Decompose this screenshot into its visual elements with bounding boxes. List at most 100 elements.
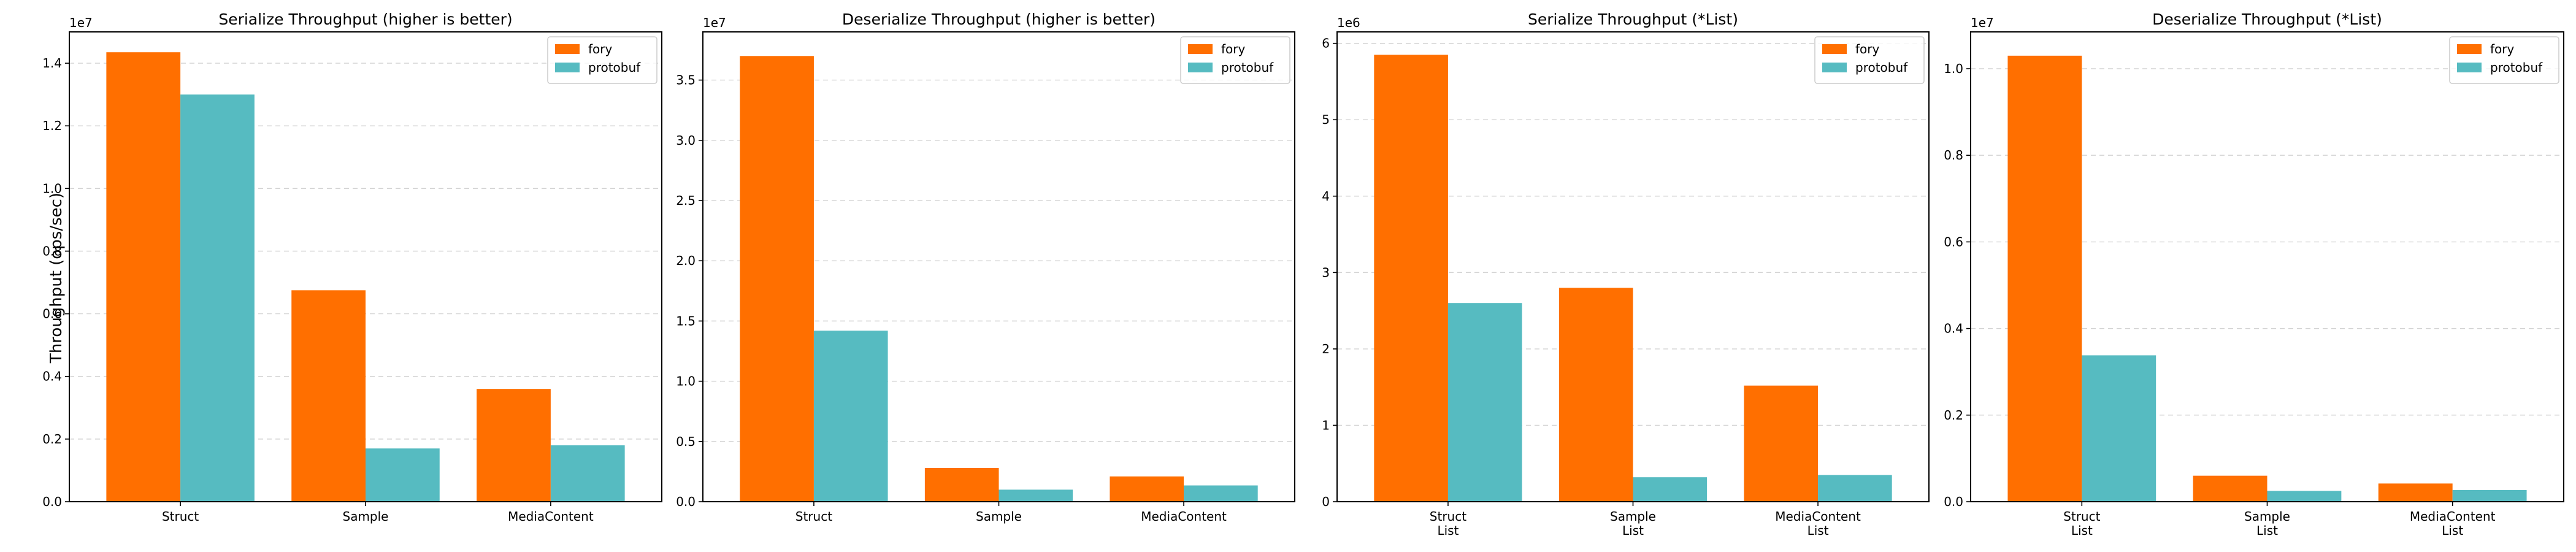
x-tick-label: Sample List [2244,509,2290,538]
bar-fory [1744,385,1819,502]
bar-protobuf [1184,485,1258,502]
y-tick-label: 1.2 [42,118,62,133]
legend-label-fory: fory [1855,42,1880,56]
bar-fory [291,290,366,502]
bar-protobuf [813,331,888,502]
chart-title: Serialize Throughput (higher is better) [218,10,512,28]
x-tick-label: Sample List [1610,509,1656,538]
legend-swatch-protobuf [1188,63,1213,72]
legend-label-fory: fory [1221,42,1246,56]
legend-swatch-protobuf [555,63,580,72]
axes-frame [69,31,662,502]
y-tick-label: 0.0 [42,494,62,509]
legend-swatch-fory [1822,44,1847,54]
bar-fory [1110,476,1184,502]
y-tick-label: 0.5 [676,434,696,449]
chart-title: Deserialize Throughput (higher is better… [842,10,1156,28]
x-tick-label-line: Struct [162,509,199,524]
axes-frame [702,31,1295,502]
bar-protobuf [550,445,625,502]
chart-panel-1: Struct Sample MediaContent 0.0 0.2 0.4 0.6 0.8 1… [42,10,662,524]
legend: fory protobuf [2449,36,2559,84]
bar-protobuf [1818,475,1892,502]
y-tick-label: 0.4 [1944,321,1963,336]
bar-protobuf [180,94,255,502]
y-tick-label: 3.5 [676,73,696,88]
x-tick-label: Struct [795,509,832,524]
y-tick-label: 0.6 [42,307,62,321]
legend-swatch-protobuf [2457,63,2482,72]
bar-fory [1558,288,1633,502]
chart-title: Serialize Throughput (*List) [1528,10,1738,28]
y-tick-label: 1 [1322,418,1330,432]
y-tick-label: 0.4 [42,369,62,384]
x-tick-label: Sample [976,509,1022,524]
x-tick-label-line: List [1807,523,1829,538]
bar-fory [106,52,181,502]
bar-protobuf [999,489,1073,502]
legend-label-protobuf: protobuf [1221,60,1274,75]
y-tick-label: 0.8 [42,243,62,258]
legend-swatch-fory [1188,44,1213,54]
legend-swatch-fory [2457,44,2482,54]
bar-fory [740,56,814,502]
bar-protobuf [2082,355,2156,502]
y-offset-text: 1e7 [1971,15,1994,30]
x-tick-label-line: MediaContent [1141,509,1227,524]
y-tick-label: 0.8 [1944,148,1963,163]
y-tick-label: 3.0 [676,133,696,148]
bar-fory [477,389,551,502]
y-offset-text: 1e7 [703,15,726,30]
legend-swatch-protobuf [1822,63,1847,72]
x-tick-label: MediaContent List [1775,509,1861,538]
x-tick-label-line: Sample [2244,509,2290,524]
y-tick-label: 0.2 [1944,408,1963,423]
x-tick-label-line: MediaContent [508,509,594,524]
x-tick-label-line: MediaContent [1775,509,1861,524]
x-tick-label: MediaContent [508,509,594,524]
x-tick-label: MediaContent [1141,509,1227,524]
x-tick-label-line: List [1622,523,1644,538]
x-tick-label: Struct [162,509,199,524]
x-tick-label: Struct List [1430,509,1466,538]
y-tick-label: 2.5 [676,193,696,208]
bar-protobuf [1633,477,1708,502]
bar-protobuf [2267,491,2342,502]
x-tick-label-line: Sample [976,509,1022,524]
x-tick-label: MediaContent List [2410,509,2496,538]
legend: fory protobuf [1814,36,1925,84]
legend-label-protobuf: protobuf [2490,60,2543,75]
y-axis-label: Throughput (ops/sec) [47,193,66,364]
x-tick-label-line: Sample [343,509,389,524]
legend: fory protobuf [547,36,657,84]
y-tick-label: 0.6 [1944,234,1963,249]
x-tick-label-line: Sample [1610,509,1656,524]
y-tick-label: 6 [1322,36,1330,51]
legend: fory protobuf [1180,36,1290,84]
legend-label-fory: fory [2490,42,2515,56]
y-tick-label: 0.2 [42,432,62,447]
bar-protobuf [366,448,440,502]
axes-frame [1970,31,2564,502]
x-tick-label-line: Struct [1430,509,1466,524]
bar-fory [924,468,999,502]
x-tick-label: Sample [343,509,389,524]
y-tick-label: 3 [1322,265,1330,280]
y-tick-label: 5 [1322,112,1330,127]
y-tick-label: 2.0 [676,253,696,268]
y-tick-label: 1.0 [1944,61,1963,76]
bar-fory [2007,55,2082,502]
x-tick-label-line: MediaContent [2410,509,2496,524]
legend-swatch-fory [555,44,580,54]
y-tick-label: 1.0 [42,181,62,196]
legend-label-protobuf: protobuf [588,60,641,75]
y-tick-label: 1.4 [42,56,62,71]
bar-fory [2193,475,2267,502]
x-tick-label-line: List [2256,523,2278,538]
legend-label-fory: fory [588,42,613,56]
y-tick-label: 1.5 [676,313,696,328]
y-offset-text: 1e6 [1337,15,1360,30]
